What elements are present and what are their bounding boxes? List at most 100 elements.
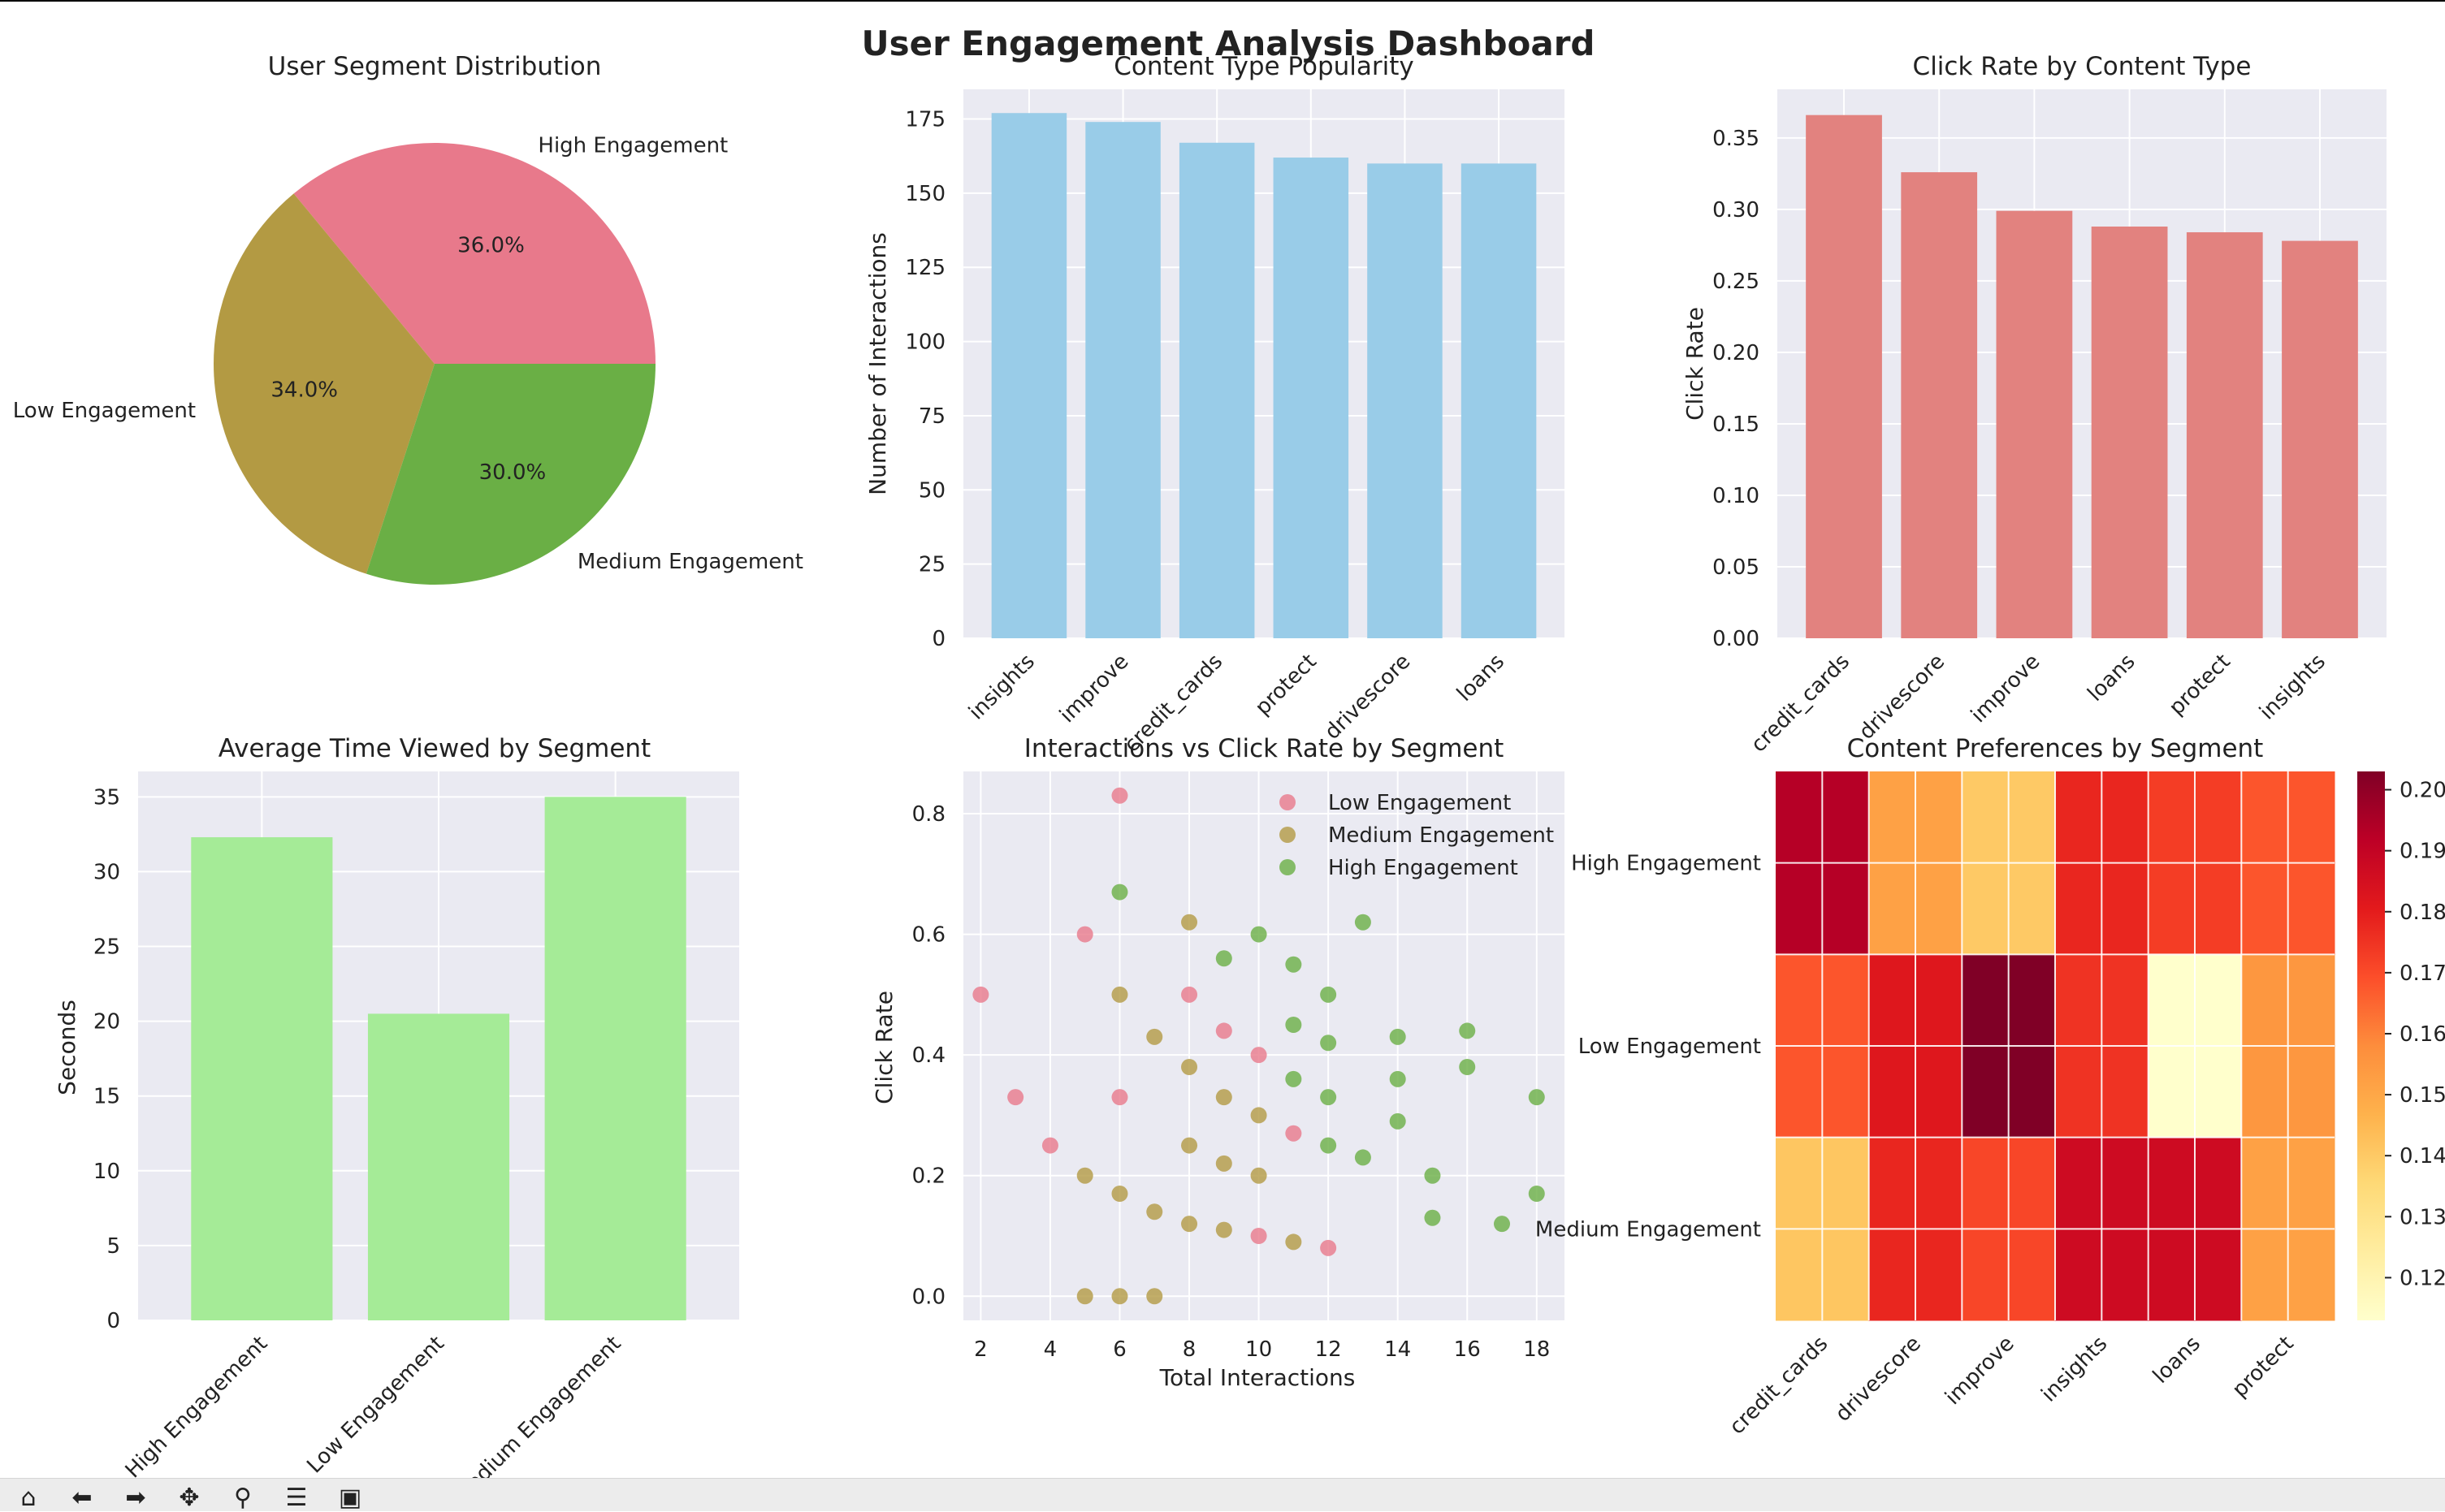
scatter-point [1285,1017,1302,1033]
pie-slice [214,193,435,574]
home-button[interactable]: ⌂ [11,1485,45,1511]
scatter-ylabel: Click Rate [871,991,898,1104]
scatter-panel: 2 4 6 8 10 12 14 16 18 0.0 0.2 0.4 0.6 0.8 Interactio… [871,734,1564,1391]
save-icon: ▣ [338,1484,362,1512]
click-rate-xtick-label: loans [2083,650,2140,706]
scatter-point [1111,1186,1128,1202]
pie-slice-label: Low Engagement [13,399,196,423]
scatter-xtick-label: 2 [974,1337,988,1362]
forward-button[interactable]: ➡ [119,1485,153,1511]
scatter-legend: Low Engagement Medium Engagement High Enga… [1279,791,1554,880]
heatmap-column-label: loans [2149,1332,2205,1389]
scatter-point [1424,1167,1441,1184]
heatmap-row-label: Medium Engagement [1535,1217,1761,1242]
click-rate-xtick-label: insights [2255,650,2330,725]
scatter-point [1181,1059,1198,1075]
colorbar-tick-label: 0.18 [2400,901,2445,925]
click-rate-ytick-label: 0.30 [1712,198,1759,222]
heatmap-row-label: Low Engagement [1578,1035,1761,1059]
scatter-point [1181,986,1198,1003]
scatter-point [1007,1089,1024,1106]
content-popularity-bar [1461,163,1537,639]
scatter-xtick-label: 8 [1183,1337,1197,1362]
scatter-point [1215,950,1232,967]
colorbar-tick-label: 0.20 [2400,779,2445,803]
pan-button[interactable]: ✥ [172,1485,206,1511]
click-rate-bar [1901,172,1978,638]
content-popularity-xtick-label: protect [1251,650,1322,720]
scatter-point [1320,986,1337,1003]
content-popularity-xtick-label: loans [1452,650,1509,706]
scatter-point [1320,1239,1337,1256]
content-popularity-xtick-label: insights [964,650,1040,725]
time-viewed-ylabel: Seconds [54,1000,80,1095]
scatter-point [1215,1089,1232,1106]
content-popularity-ytick-label: 25 [919,553,946,577]
click-rate-xtick-label: protect [2165,650,2235,720]
time-viewed-xtick-label: Medium Engagement [449,1332,626,1478]
scatter-point [1181,1216,1198,1233]
time-viewed-ytick-label: 5 [106,1234,120,1259]
scatter-point [1250,1047,1267,1064]
heatmap-column-label: protect [2227,1332,2298,1402]
time-viewed-bar [191,837,333,1320]
save-button[interactable]: ▣ [333,1485,367,1511]
content-popularity-ytick-label: 50 [919,478,946,503]
scatter-ytick-label: 0.4 [912,1043,946,1068]
content-popularity-ytick-label: 75 [919,404,946,429]
heatmap-panel: High Engagement Low Engagement Medium Enga… [1535,734,2445,1440]
content-popularity-ytick-label: 175 [905,108,946,132]
time-viewed-xtick-label: High Engagement [121,1332,273,1478]
scatter-point [1494,1216,1511,1233]
configure-button[interactable]: ☰ [279,1485,314,1511]
scatter-point [1285,1070,1302,1087]
scatter-point [972,986,989,1003]
pie-chart-panel: User Segment Distribution 36.0% High Enga… [13,52,803,585]
scatter-point [1215,1022,1232,1039]
scatter-plot-area [963,771,1564,1320]
click-rate-ylabel: Click Rate [1681,307,1708,421]
pie-percent-label: 30.0% [479,460,547,485]
content-popularity-ytick-label: 0 [932,627,946,651]
forward-icon: ➡ [125,1484,146,1512]
click-rate-ytick-label: 0.20 [1712,341,1759,365]
scatter-point [1146,1028,1163,1045]
time-viewed-ytick-label: 10 [93,1160,120,1184]
time-viewed-ytick-label: 0 [106,1309,120,1333]
colorbar-tick-label: 0.15 [2400,1083,2445,1108]
heatmap-column-label: improve [1941,1332,2019,1410]
click-rate-ytick-label: 0.00 [1712,627,1759,651]
scatter-point [1111,883,1128,901]
colorbar-tick-label: 0.17 [2400,961,2445,986]
click-rate-ytick-label: 0.10 [1712,484,1759,508]
colorbar-tick-label: 0.13 [2400,1205,2445,1229]
scatter-point [1389,1112,1406,1130]
time-viewed-bar [367,1013,510,1320]
scatter-point [1076,926,1093,943]
back-icon: ⬅ [71,1484,93,1512]
home-icon: ⌂ [20,1484,37,1512]
click-rate-bar [1996,210,2073,639]
content-popularity-ylabel: Number of Interactions [864,232,891,495]
click-rate-title: Click Rate by Content Type [1913,52,2252,81]
scatter-point [1250,926,1267,943]
scatter-xtick-label: 18 [1523,1337,1550,1362]
legend-marker [1279,859,1296,875]
back-button[interactable]: ⬅ [65,1485,99,1511]
content-popularity-xtick-label: drivescore [1320,650,1415,745]
content-popularity-ytick-label: 125 [905,256,946,280]
content-popularity-bar [1367,163,1443,639]
scatter-xtick-label: 12 [1315,1337,1342,1362]
scatter-ytick-label: 0.2 [912,1164,946,1189]
zoom-button[interactable]: ⚲ [226,1485,260,1511]
scatter-point [1250,1107,1267,1124]
time-viewed-panel: 0 5 10 15 20 25 30 35 High Engagement Low Engage… [54,734,739,1478]
heatmap-column-label: insights [2037,1332,2113,1407]
colorbar-tick-label: 0.14 [2400,1144,2445,1169]
time-viewed-xtick-label: Low Engagement [302,1332,449,1478]
scatter-point [1215,1155,1232,1172]
scatter-xtick-label: 14 [1384,1337,1411,1362]
scatter-point [1285,1233,1302,1251]
scatter-point [1424,1209,1441,1226]
time-viewed-ytick-label: 35 [93,785,120,810]
